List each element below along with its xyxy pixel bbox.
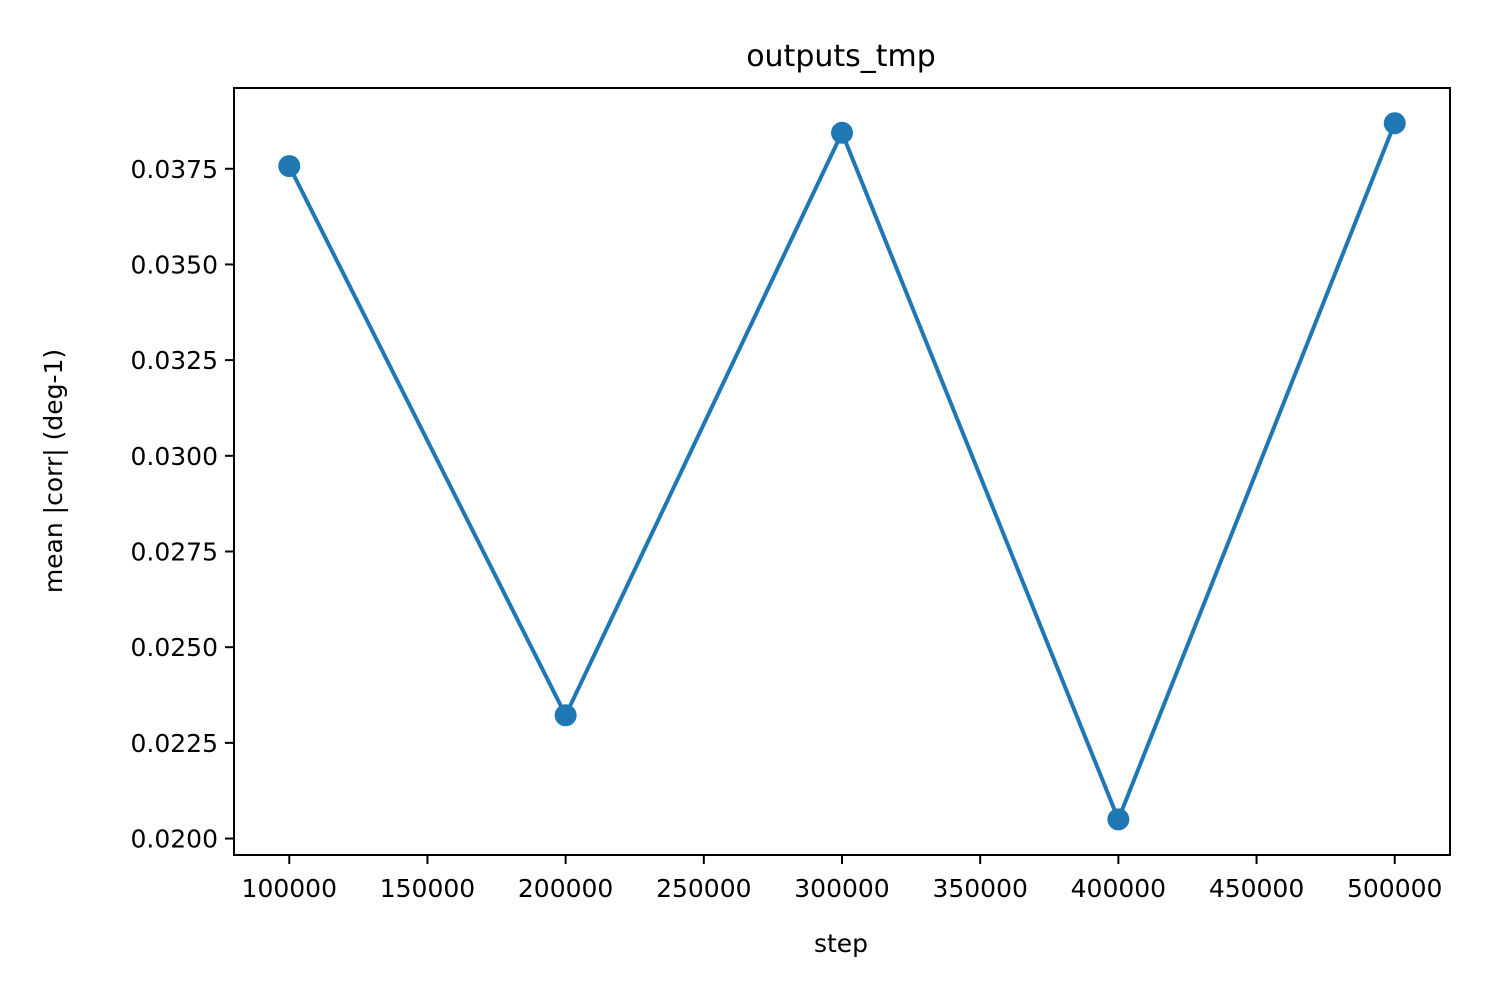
x-tick-label: 150000 — [380, 874, 475, 903]
y-tick-label: 0.0375 — [131, 155, 218, 184]
x-tick-label: 100000 — [242, 874, 337, 903]
y-tick-label: 0.0225 — [131, 729, 218, 758]
x-tick-label: 500000 — [1347, 874, 1442, 903]
x-axis-ticks: 100000 150000 200000 250000 300000 350000 4000… — [242, 855, 1442, 903]
x-tick-label: 200000 — [518, 874, 613, 903]
y-axis-ticks: 0.0200 0.0225 0.0250 0.0275 0.0300 0.0325 0.03… — [131, 155, 234, 854]
x-tick-label: 300000 — [794, 874, 889, 903]
y-tick-label: 0.0275 — [131, 537, 218, 566]
data-point — [554, 704, 577, 727]
data-point — [278, 155, 301, 178]
y-tick-label: 0.0250 — [131, 633, 218, 662]
x-tick-label: 400000 — [1071, 874, 1166, 903]
y-axis-label: mean |corr| (deg-1) — [39, 349, 68, 593]
chart-title: outputs_tmp — [746, 39, 936, 74]
y-tick-label: 0.0350 — [131, 250, 218, 279]
x-tick-label: 450000 — [1209, 874, 1304, 903]
plot-frame — [233, 87, 1451, 856]
data-point — [831, 121, 853, 144]
y-tick-label: 0.0200 — [131, 825, 218, 854]
series-layer — [278, 112, 1406, 831]
y-tick-label: 0.0325 — [131, 346, 218, 375]
data-point — [1107, 808, 1130, 831]
y-tick-label: 0.0300 — [131, 442, 218, 471]
x-tick-label: 350000 — [932, 874, 1027, 903]
data-point — [1383, 112, 1406, 135]
x-axis-label: step — [814, 929, 868, 958]
x-tick-label: 250000 — [656, 874, 751, 903]
